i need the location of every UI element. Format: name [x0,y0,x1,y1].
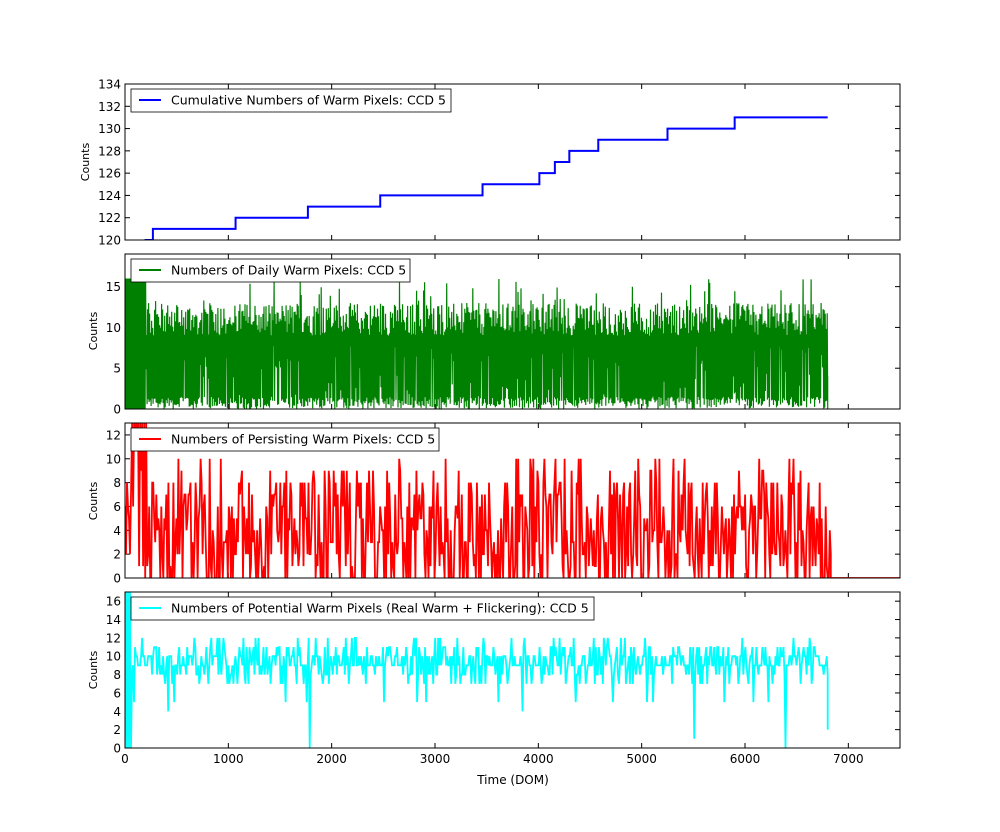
x-tick-label: 2000 [316,752,347,766]
panel-potential-legend: Numbers of Potential Warm Pixels (Real W… [130,596,595,621]
panel-cumulative: 120 122 124 126 128 130 132 134 Counts Cumulati… [79,78,901,248]
panel-cumulative-y-ticks: 120 122 124 126 128 130 132 134 [98,78,900,248]
y-tick-label: 126 [98,167,121,181]
y-tick-label: 0 [113,403,121,417]
series-line-daily [125,278,829,409]
x-tick-label: 4000 [523,752,554,766]
y-tick-label: 16 [106,595,121,609]
panel-potential-ylabel: Counts [87,651,100,690]
series-daily [125,278,829,409]
y-tick-label: 4 [113,705,121,719]
panel-daily-legend: Numbers of Daily Warm Pixels: CCD 5 [130,258,411,283]
series-potential [125,592,829,748]
series-line-cumulative [144,116,828,240]
panel-potential-plot-area [124,591,901,749]
y-tick-label: 132 [98,100,121,114]
panel-daily: 0 5 10 15 Counts Numbers of Daily Warm Pixe… [87,253,901,417]
panel-potential-y-ticks: 0 2 4 6 8 10 12 14 16 [106,592,900,756]
y-tick-label: 10 [106,321,121,335]
y-tick-label: 124 [98,189,121,203]
y-tick-label: 0 [113,742,121,756]
y-tick-label: 134 [98,78,121,92]
y-tick-label: 12 [106,631,121,645]
legend-label-persisting: Numbers of Persisting Warm Pixels: CCD 5 [171,432,435,447]
x-tick-label: 5000 [626,752,657,766]
panel-frame [124,83,901,241]
series-line-potential [125,592,829,748]
panel-persisting-ylabel: Counts [87,482,100,521]
panel-persisting-plot-area [124,422,901,579]
y-tick-label: 12 [106,428,121,442]
y-tick-label: 14 [106,613,121,627]
y-tick-label: 6 [113,686,121,700]
panel-persisting: 0 2 4 6 8 10 12 Counts Numbers of Persisting W… [87,422,901,586]
x-tick-label: 6000 [730,752,761,766]
legend-label-cumulative: Cumulative Numbers of Warm Pixels: CCD 5 [171,93,446,108]
panel-frame [124,253,901,410]
y-tick-label: 0 [113,572,121,586]
panel-cumulative-legend: Cumulative Numbers of Warm Pixels: CCD 5 [130,88,452,113]
y-tick-label: 8 [113,668,121,682]
y-tick-label: 10 [106,650,121,664]
panel-potential: 0 2 4 6 8 10 12 14 16 Counts Time (DOM) Numbers … [87,591,901,787]
y-tick-label: 5 [113,362,121,376]
series-line-persisting [125,423,900,578]
legend-label-potential: Numbers of Potential Warm Pixels (Real W… [171,601,589,616]
y-tick-label: 4 [113,524,121,538]
x-tick-label: 3000 [420,752,451,766]
panel-cumulative-plot-area [124,83,901,241]
series-cumulative [144,116,828,240]
x-tick-label: 7000 [833,752,864,766]
panel-daily-plot-area [124,253,901,410]
y-tick-label: 130 [98,122,121,136]
y-tick-label: 120 [98,234,121,248]
x-axis-label: Time (DOM) [476,773,549,787]
y-tick-label: 15 [106,280,121,294]
x-tick-label: 0 [121,752,129,766]
panel-cumulative-ylabel: Counts [79,143,92,182]
panel-frame [124,422,901,579]
y-tick-label: 2 [113,548,121,562]
y-tick-label: 10 [106,452,121,466]
y-tick-label: 2 [113,723,121,737]
x-axis-ticks: 0 1000 2000 3000 4000 5000 6000 7000 [121,752,863,766]
panel-frame [124,591,901,749]
y-tick-label: 8 [113,476,121,490]
panel-daily-ylabel: Counts [87,312,100,351]
series-persisting [125,423,900,578]
x-tick-label: 1000 [213,752,244,766]
y-tick-label: 122 [98,211,121,225]
y-tick-label: 6 [113,500,121,514]
y-tick-label: 128 [98,144,121,158]
legend-label-daily: Numbers of Daily Warm Pixels: CCD 5 [171,263,406,278]
panel-persisting-legend: Numbers of Persisting Warm Pixels: CCD 5 [130,427,440,452]
